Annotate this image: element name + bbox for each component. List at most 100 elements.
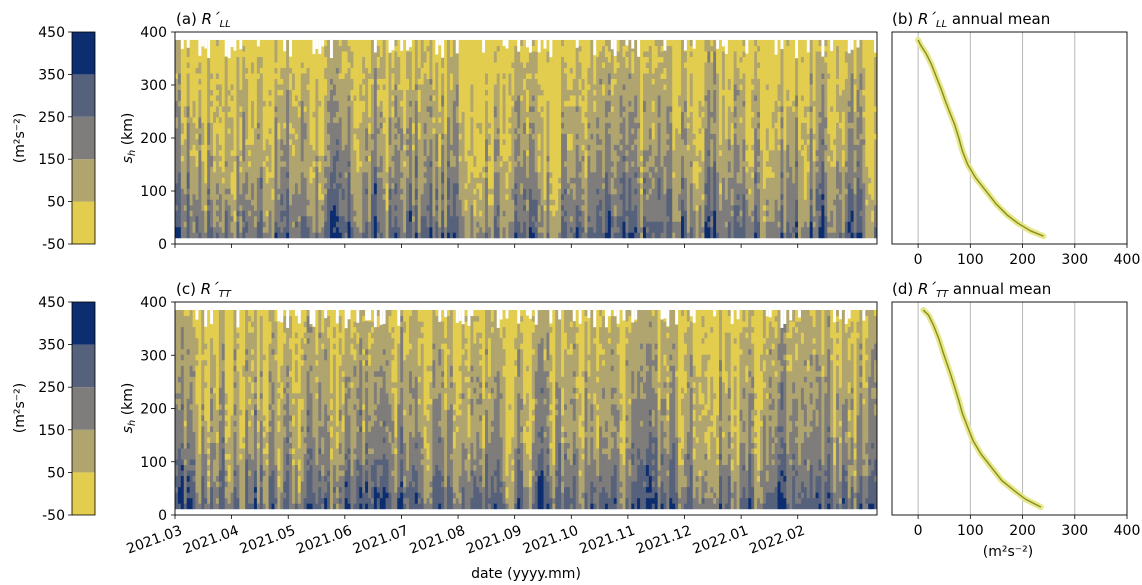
heatmap-cell [253,160,258,167]
heatmap-cell [213,45,217,52]
heatmap-cell [215,215,220,222]
heatmap-cell [499,100,504,107]
heatmap-cell [447,127,451,134]
heatmap-cell [426,89,431,96]
heatmap-cell [490,149,495,156]
heatmap-cell [330,100,334,107]
heatmap-cell [505,138,510,145]
heatmap-cell [540,155,545,162]
heatmap-cell [362,94,366,101]
heatmap-cell [242,166,246,173]
heatmap-cell [432,166,436,173]
heatmap-cell [303,83,308,90]
heatmap-cell [561,39,565,47]
heatmap-cell [561,89,565,96]
heatmap-cell [213,204,217,211]
heatmap-cell [286,50,290,58]
heatmap-cell [537,193,542,200]
heatmap-cell [253,83,258,90]
heatmap-cell [496,61,501,69]
heatmap-cell [523,39,527,47]
heatmap-cell [517,160,521,167]
heatmap-cell [213,105,217,112]
heatmap-cell [379,67,384,74]
heatmap-cell [534,127,539,134]
colorbar-tick-label: 250 [38,110,65,126]
heatmap-cell [230,56,235,63]
heatmap-cell [461,188,466,195]
heatmap-cell [236,39,240,47]
heatmap-cell [540,78,545,85]
heatmap-cell [280,78,284,85]
heatmap-cell [271,83,276,90]
heatmap-cell [368,133,372,140]
heatmap-cell [549,89,553,96]
heatmap-cell [183,138,188,145]
heatmap-cell [347,133,352,140]
heatmap-cell [195,50,199,58]
heatmap-cell [350,221,355,228]
heatmap-cell [526,72,530,79]
heatmap-gap [406,39,410,51]
heatmap-cell [394,61,398,69]
heatmap-cell [496,127,501,134]
heatmap-cell [289,210,293,217]
heatmap-cell [335,122,340,129]
heatmap-cell [327,111,331,118]
heatmap-cell [227,122,232,129]
heatmap-cell [300,166,305,173]
heatmap-cell [561,83,565,90]
heatmap-cell [347,127,352,134]
colorbar-tick-label: 250 [38,380,65,396]
heatmap-cell [332,193,337,200]
heatmap-cell [429,78,433,85]
heatmap-cell [487,50,492,58]
heatmap-cell [537,204,542,211]
heatmap-cell [192,177,197,184]
heatmap-cell [332,61,337,69]
heatmap-cell [280,105,284,112]
heatmap-cell [245,105,249,112]
heatmap-cell [283,67,287,74]
heatmap-cell [514,226,518,233]
heatmap-cell [210,144,214,151]
heatmap-cell [561,138,565,145]
heatmap-cell [175,111,179,118]
heatmap-cell [332,105,337,112]
heatmap-cell [218,127,223,134]
heatmap-cell [300,160,305,167]
heatmap-cell [511,100,515,107]
heatmap-cell [218,232,223,239]
heatmap-cell [528,111,533,118]
heatmap-cell [368,45,372,52]
heatmap-cell [306,171,311,178]
heatmap-cell [534,105,539,112]
heatmap-cell [505,56,510,63]
heatmap-cell [502,160,507,167]
heatmap-cell [362,72,366,79]
heatmap-cell [406,100,410,107]
heatmap-cell [280,116,284,123]
heatmap-cell [242,67,246,74]
heatmap-cell [359,188,363,195]
heatmap-cell [350,199,355,206]
heatmap-cell [280,72,284,79]
heatmap-cell [186,232,191,239]
heatmap-cell [493,78,498,85]
heatmap-cell [520,160,524,167]
heatmap-cell [482,171,486,178]
heatmap-cell [289,215,293,222]
heatmap-cell [300,193,305,200]
heatmap-cell [341,56,346,63]
heatmap-cell [400,83,404,90]
heatmap-cell [397,105,401,112]
heatmap-cell [414,105,419,112]
heatmap-cell [224,56,229,63]
heatmap-cell [195,226,199,233]
heatmap-cell [540,94,545,101]
heatmap-cell [414,166,419,173]
heatmap-cell [420,50,425,58]
heatmap-cell [373,182,378,189]
heatmap-cell [558,72,562,79]
